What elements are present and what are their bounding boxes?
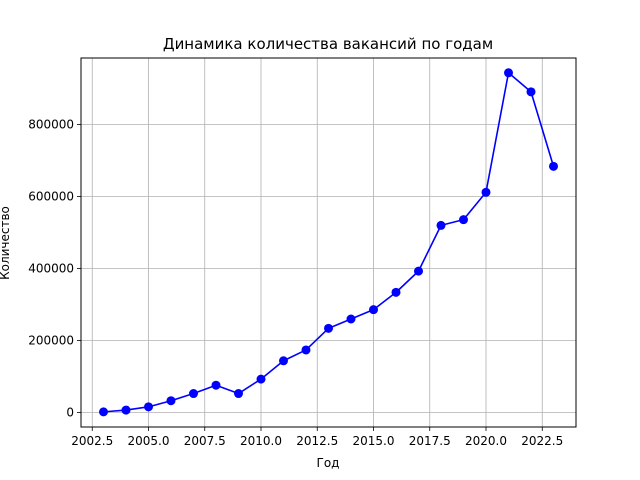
x-tick-label: 2012.5 <box>296 434 338 448</box>
data-point <box>481 187 491 197</box>
x-tick-label: 2020.0 <box>465 434 507 448</box>
data-series <box>99 68 558 417</box>
y-tick-label: 200000 <box>28 334 74 348</box>
y-tick-label: 800000 <box>28 118 74 132</box>
x-tick-label: 2017.5 <box>409 434 451 448</box>
data-point <box>279 356 288 366</box>
data-point <box>391 287 401 297</box>
data-point <box>234 389 243 399</box>
x-tick-label: 2015.0 <box>353 434 395 448</box>
data-point <box>459 215 468 225</box>
y-axis: 0 200000 400000 600000 800000 <box>28 118 81 420</box>
data-point <box>301 345 311 355</box>
data-point <box>324 323 333 333</box>
y-tick-label: 600000 <box>28 190 74 204</box>
x-tick-label: 2022.5 <box>521 434 563 448</box>
data-point <box>144 402 153 412</box>
x-tick-label: 2002.5 <box>71 434 113 448</box>
plot-frame <box>80 57 577 428</box>
y-tick-label: 0 <box>66 406 74 420</box>
data-point <box>121 405 131 415</box>
x-axis-label: Год <box>317 456 340 470</box>
data-point <box>436 220 446 230</box>
x-axis: 2002.5 2005.0 2007.5 2010.0 2012.5 2015.0 2017… <box>71 427 563 448</box>
data-point <box>166 396 176 406</box>
data-point <box>99 407 108 417</box>
data-point <box>504 68 513 78</box>
x-tick-label: 2007.5 <box>184 434 226 448</box>
chart-title: Динамика количества вакансий по годам <box>163 35 493 53</box>
y-axis-label: Количество <box>0 206 12 280</box>
data-point <box>549 161 558 171</box>
data-point <box>369 305 378 315</box>
data-point <box>211 380 221 390</box>
data-point <box>526 87 536 97</box>
data-point <box>256 374 266 384</box>
y-tick-label: 400000 <box>28 262 74 276</box>
grid-lines <box>81 58 576 427</box>
data-point <box>346 314 356 324</box>
x-tick-label: 2010.0 <box>240 434 282 448</box>
x-tick-label: 2005.0 <box>128 434 170 448</box>
data-point <box>414 266 423 276</box>
data-point <box>189 389 198 399</box>
